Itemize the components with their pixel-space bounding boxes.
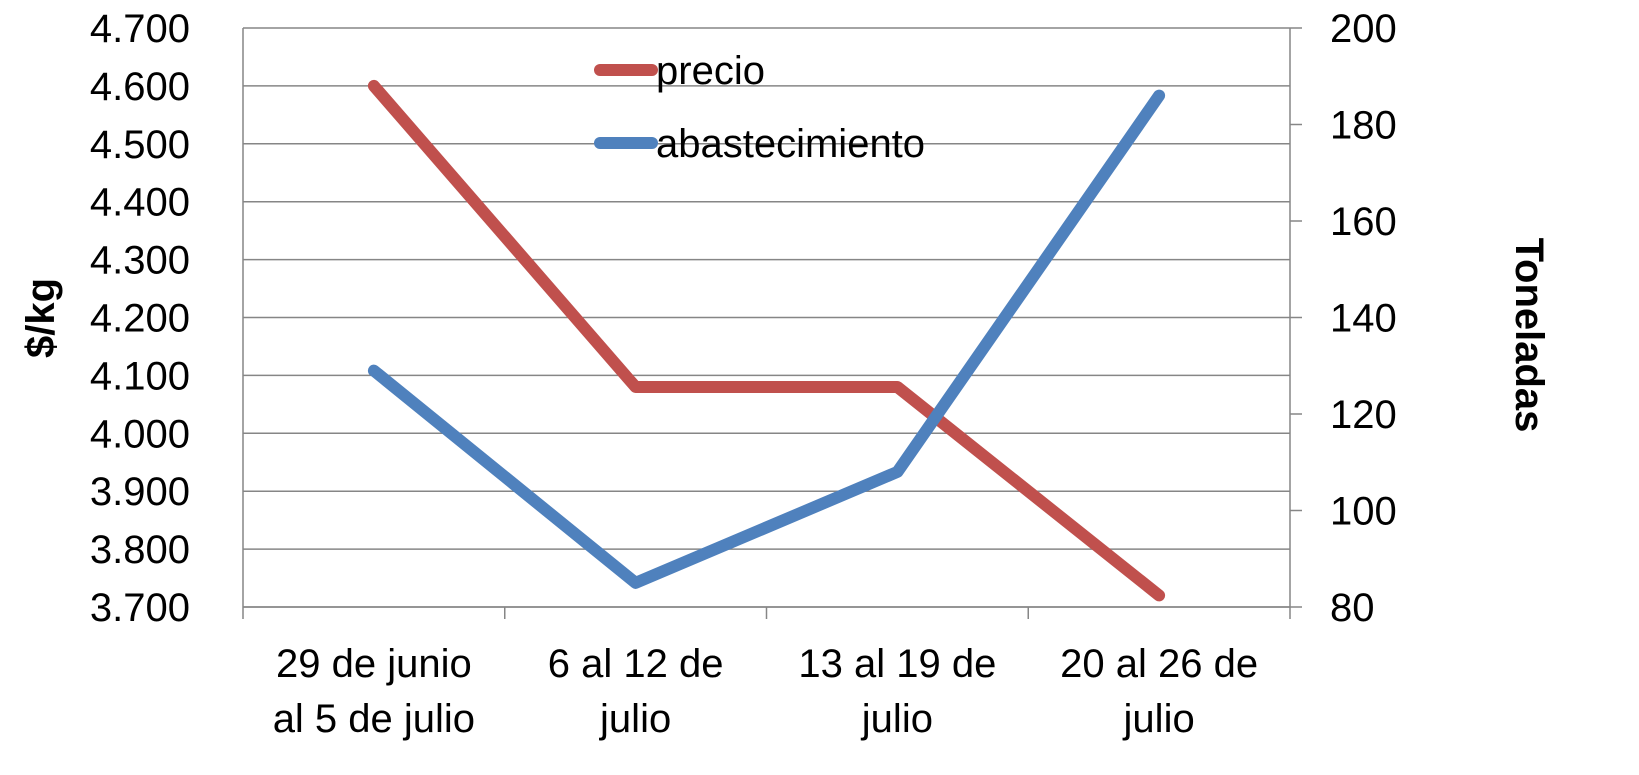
x-tick-label: 13 al 19 de	[798, 642, 996, 686]
x-axis-ticks: 29 de junio al 5 de julio 6 al 12 de julio 1…	[242, 607, 1291, 741]
left-tick-label: 3.700	[90, 586, 190, 630]
right-tick-label: 100	[1330, 490, 1397, 534]
x-tick-label: 29 de junio	[276, 642, 472, 686]
left-tick-label: 4.000	[90, 412, 190, 456]
right-axis-title: Toneladas	[1507, 238, 1551, 433]
x-tick-label: al 5 de julio	[273, 697, 475, 741]
left-tick-label: 3.900	[90, 470, 190, 514]
legend: precio abastecimiento	[594, 49, 925, 166]
right-tick-label: 140	[1330, 297, 1397, 341]
legend-label: precio	[656, 49, 765, 93]
right-tick-label: 160	[1330, 200, 1397, 244]
left-tick-label: 4.200	[90, 297, 190, 341]
left-tick-label: 4.600	[90, 65, 190, 109]
x-tick-label: 20 al 26 de	[1060, 642, 1258, 686]
left-tick-label: 4.400	[90, 181, 190, 225]
x-tick-label: julio	[599, 697, 671, 741]
gridlines	[243, 27, 1290, 608]
left-tick-label: 4.100	[90, 354, 190, 398]
legend-label: abastecimiento	[656, 122, 925, 166]
right-tick-label: 80	[1330, 586, 1375, 630]
series-line-precio	[367, 79, 1166, 602]
right-axis-ticks: 80 100 120 140 160 180 200	[1290, 7, 1397, 630]
series-line-abastecimiento	[367, 89, 1166, 589]
right-tick-label: 120	[1330, 393, 1397, 437]
left-axis-ticks: 3.700 3.800 3.900 4.000 4.100 4.200 4.300 4.400…	[90, 7, 190, 630]
right-tick-label: 180	[1330, 104, 1397, 148]
left-axis-title: $/kg	[19, 278, 63, 358]
left-tick-label: 3.800	[90, 528, 190, 572]
left-tick-label: 4.300	[90, 239, 190, 283]
x-tick-label: julio	[861, 697, 933, 741]
x-tick-label: julio	[1123, 697, 1195, 741]
right-tick-label: 200	[1330, 7, 1397, 51]
x-tick-label: 6 al 12 de	[548, 642, 724, 686]
series-lines	[367, 79, 1166, 602]
left-tick-label: 4.500	[90, 123, 190, 167]
left-tick-label: 4.700	[90, 7, 190, 51]
